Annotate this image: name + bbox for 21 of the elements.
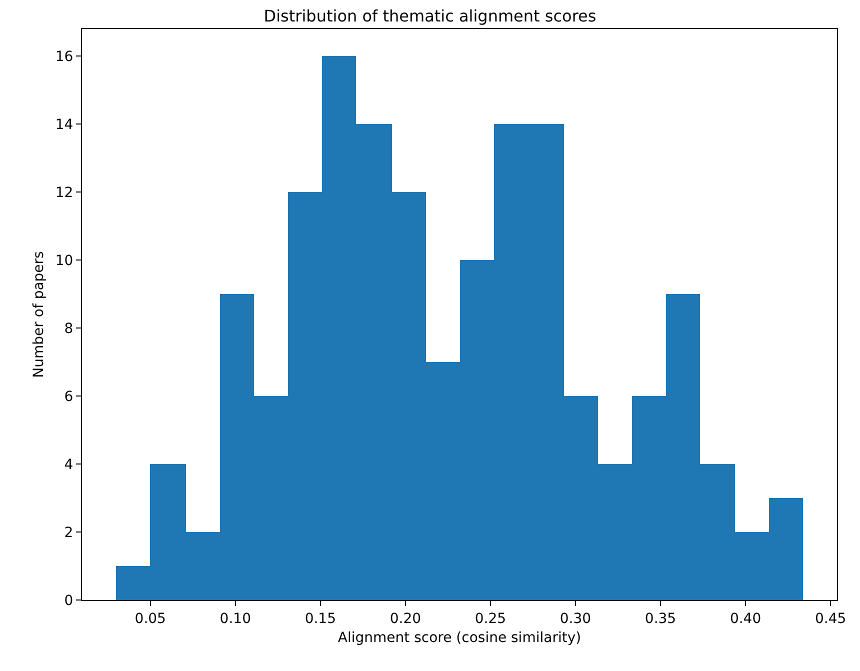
x-tick-label: 0.25 — [474, 610, 506, 627]
y-tick-label: 14 — [55, 117, 74, 134]
x-tick-label: 0.45 — [814, 610, 846, 627]
y-tick-label: 6 — [64, 388, 74, 405]
x-tick-label: 0.20 — [390, 610, 422, 627]
y-tick-label: 16 — [55, 49, 74, 66]
y-axis-title: Number of papers — [30, 251, 47, 378]
x-tick-label: 0.10 — [220, 610, 251, 627]
x-axis-title: Alignment score (cosine similarity) — [338, 630, 582, 646]
y-tick-label: 12 — [55, 185, 74, 202]
y-tick-label: 4 — [64, 456, 74, 473]
y-tick-label: 0 — [64, 592, 74, 609]
x-tick-label: 0.30 — [560, 610, 592, 627]
x-tick-label: 0.40 — [730, 610, 762, 627]
chart-title: Distribution of thematic alignment scores — [264, 6, 596, 26]
y-tick-label: 10 — [55, 253, 74, 270]
x-tick-label: 0.15 — [304, 610, 336, 627]
y-tick-label: 2 — [64, 524, 74, 541]
y-tick-label: 8 — [64, 321, 74, 337]
x-tick-label: 0.05 — [134, 610, 166, 627]
x-tick-label: 0.35 — [644, 610, 676, 627]
